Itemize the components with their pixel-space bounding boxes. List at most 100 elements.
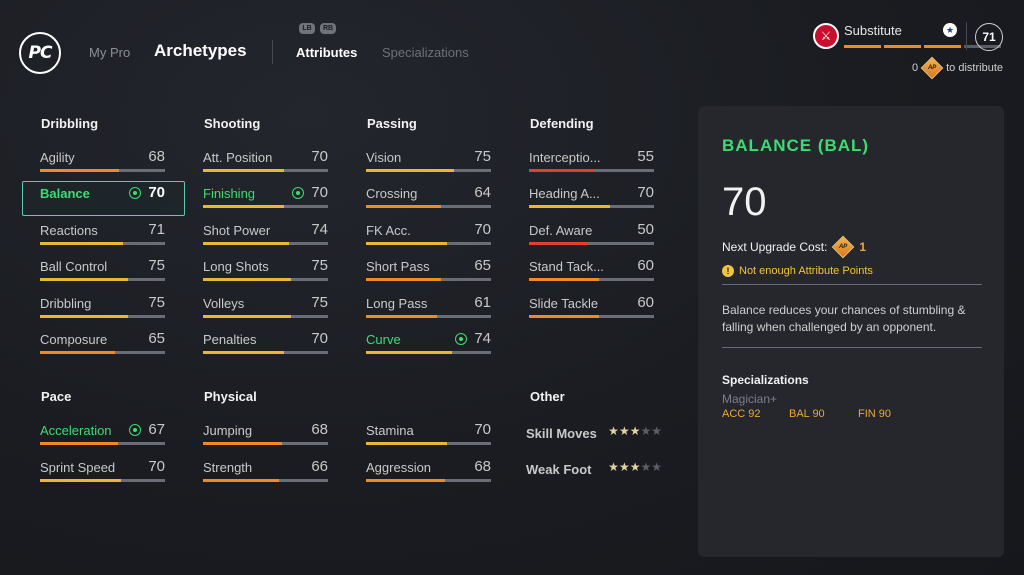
stat-value: 55 (637, 148, 654, 165)
stat-name: Long Shots (203, 259, 269, 274)
divider (722, 284, 982, 285)
stat-volleys[interactable]: Volleys 75 (203, 288, 328, 318)
stat-stamina[interactable]: Stamina 70 (366, 415, 491, 445)
stat-name: Composure (40, 332, 108, 347)
stat-bar (203, 315, 328, 318)
stat-value: 66 (311, 458, 328, 475)
stat-bar-fill (203, 442, 282, 445)
weak-foot-row[interactable]: Weak Foot ★★★★★ (526, 460, 662, 480)
specializations-heading: Specializations (722, 373, 809, 387)
stat-interceptions[interactable]: Interceptio... 55 (529, 142, 654, 172)
stat-shot-power[interactable]: Shot Power 74 (203, 215, 328, 245)
stat-bar-fill (529, 205, 611, 208)
stat-bar (366, 442, 491, 445)
stat-aggression[interactable]: Aggression 68 (366, 452, 491, 482)
stat-bar-fill (40, 351, 115, 354)
selected-highlight (22, 181, 185, 216)
tab-specializations[interactable]: Specializations (382, 45, 469, 60)
stat-sprint-speed[interactable]: Sprint Speed 70 (40, 452, 165, 482)
stat-value: 70 (637, 184, 654, 201)
stat-bar-fill (529, 315, 599, 318)
category-shooting: Shooting (204, 116, 261, 131)
stat-value: 50 (637, 221, 654, 238)
stat-bar-fill (40, 442, 118, 445)
stat-value: 64 (474, 184, 491, 201)
stat-value: 74 (474, 330, 491, 347)
stat-name: Att. Position (203, 150, 273, 165)
stat-dribbling[interactable]: Dribbling 75 (40, 288, 165, 318)
stat-name: Ball Control (40, 259, 108, 274)
stat-value: 75 (311, 294, 328, 311)
stat-bar-fill (203, 278, 291, 281)
attribute-detail-panel: BALANCE (BAL) 70 Next Upgrade Cost: AP 1… (698, 106, 1004, 557)
nav-archetypes[interactable]: Archetypes (154, 41, 247, 60)
target-icon (129, 187, 141, 199)
stat-name: Stand Tack... (529, 259, 604, 274)
upgrade-cost-value: 1 (859, 240, 867, 254)
tab-attributes[interactable]: Attributes (296, 45, 358, 60)
lb-button-icon: LB (299, 23, 315, 34)
category-defending: Defending (530, 116, 594, 131)
to-distribute-label: to distribute (946, 62, 1003, 74)
overall-rating: 71 (975, 23, 1003, 51)
stat-acceleration[interactable]: Acceleration 67 (40, 415, 165, 445)
stat-stand-tackle[interactable]: Stand Tack... 60 (529, 251, 654, 281)
stat-bar (366, 205, 491, 208)
stat-long-shots[interactable]: Long Shots 75 (203, 251, 328, 281)
stat-bar-fill (203, 351, 285, 354)
stat-value: 70 (148, 184, 165, 201)
stat-name: Shot Power (203, 223, 271, 238)
skill-moves-row[interactable]: Skill Moves ★★★★★ (526, 424, 662, 444)
stat-value: 70 (474, 221, 491, 238)
stat-bar (203, 479, 328, 482)
stat-value: 70 (148, 458, 165, 475)
stat-composure[interactable]: Composure 65 (40, 324, 165, 354)
stat-slide-tackle[interactable]: Slide Tackle 60 (529, 288, 654, 318)
stat-heading[interactable]: Heading A... 70 (529, 178, 654, 208)
stat-reactions[interactable]: Reactions 71 (40, 215, 165, 245)
stat-bar-fill (366, 315, 438, 318)
stat-bar (203, 205, 328, 208)
stat-name: Dribbling (40, 296, 92, 311)
stat-balance[interactable]: Balance 70 (40, 178, 165, 204)
ap-count: 0 (912, 62, 919, 74)
stat-crossing[interactable]: Crossing 64 (366, 178, 491, 208)
stat-value: 68 (474, 458, 491, 475)
pc-logo: PC (19, 32, 61, 74)
stat-short-pass[interactable]: Short Pass 65 (366, 251, 491, 281)
stat-value: 65 (148, 330, 165, 347)
stat-agility[interactable]: Agility 68 (40, 142, 165, 172)
stat-name: Def. Aware (529, 223, 593, 238)
stat-bar-fill (366, 242, 448, 245)
stat-bar-fill (366, 205, 441, 208)
stat-fk-acc[interactable]: FK Acc. 70 (366, 215, 491, 245)
stat-bar-fill (366, 278, 441, 281)
stat-jumping[interactable]: Jumping 68 (203, 415, 328, 445)
stat-bar-fill (203, 169, 285, 172)
stat-vision[interactable]: Vision 75 (366, 142, 491, 172)
stat-def-aware[interactable]: Def. Aware 50 (529, 215, 654, 245)
stat-name: Acceleration (40, 423, 112, 438)
stat-value: 70 (311, 148, 328, 165)
detail-title: BALANCE (BAL) (722, 136, 870, 155)
nav-my-pro[interactable]: My Pro (89, 45, 131, 60)
stat-bar (40, 479, 165, 482)
stat-ball-control[interactable]: Ball Control 75 (40, 251, 165, 281)
stat-strength[interactable]: Strength 66 (203, 452, 328, 482)
stat-bar-fill (529, 278, 599, 281)
stat-long-pass[interactable]: Long Pass 61 (366, 288, 491, 318)
stat-att-position[interactable]: Att. Position 70 (203, 142, 328, 172)
stat-bar-fill (529, 242, 588, 245)
stat-value: 75 (148, 294, 165, 311)
stat-finishing[interactable]: Finishing 70 (203, 178, 328, 208)
stat-bar (529, 205, 654, 208)
stat-value: 74 (311, 221, 328, 238)
stat-bar-fill (366, 169, 454, 172)
stat-name: Finishing (203, 186, 256, 201)
stat-bar-fill (40, 169, 119, 172)
category-dribbling: Dribbling (41, 116, 99, 131)
stat-curve[interactable]: Curve 74 (366, 324, 491, 354)
stat-bar-fill (40, 315, 128, 318)
stat-value: 70 (474, 421, 491, 438)
stat-penalties[interactable]: Penalties 70 (203, 324, 328, 354)
